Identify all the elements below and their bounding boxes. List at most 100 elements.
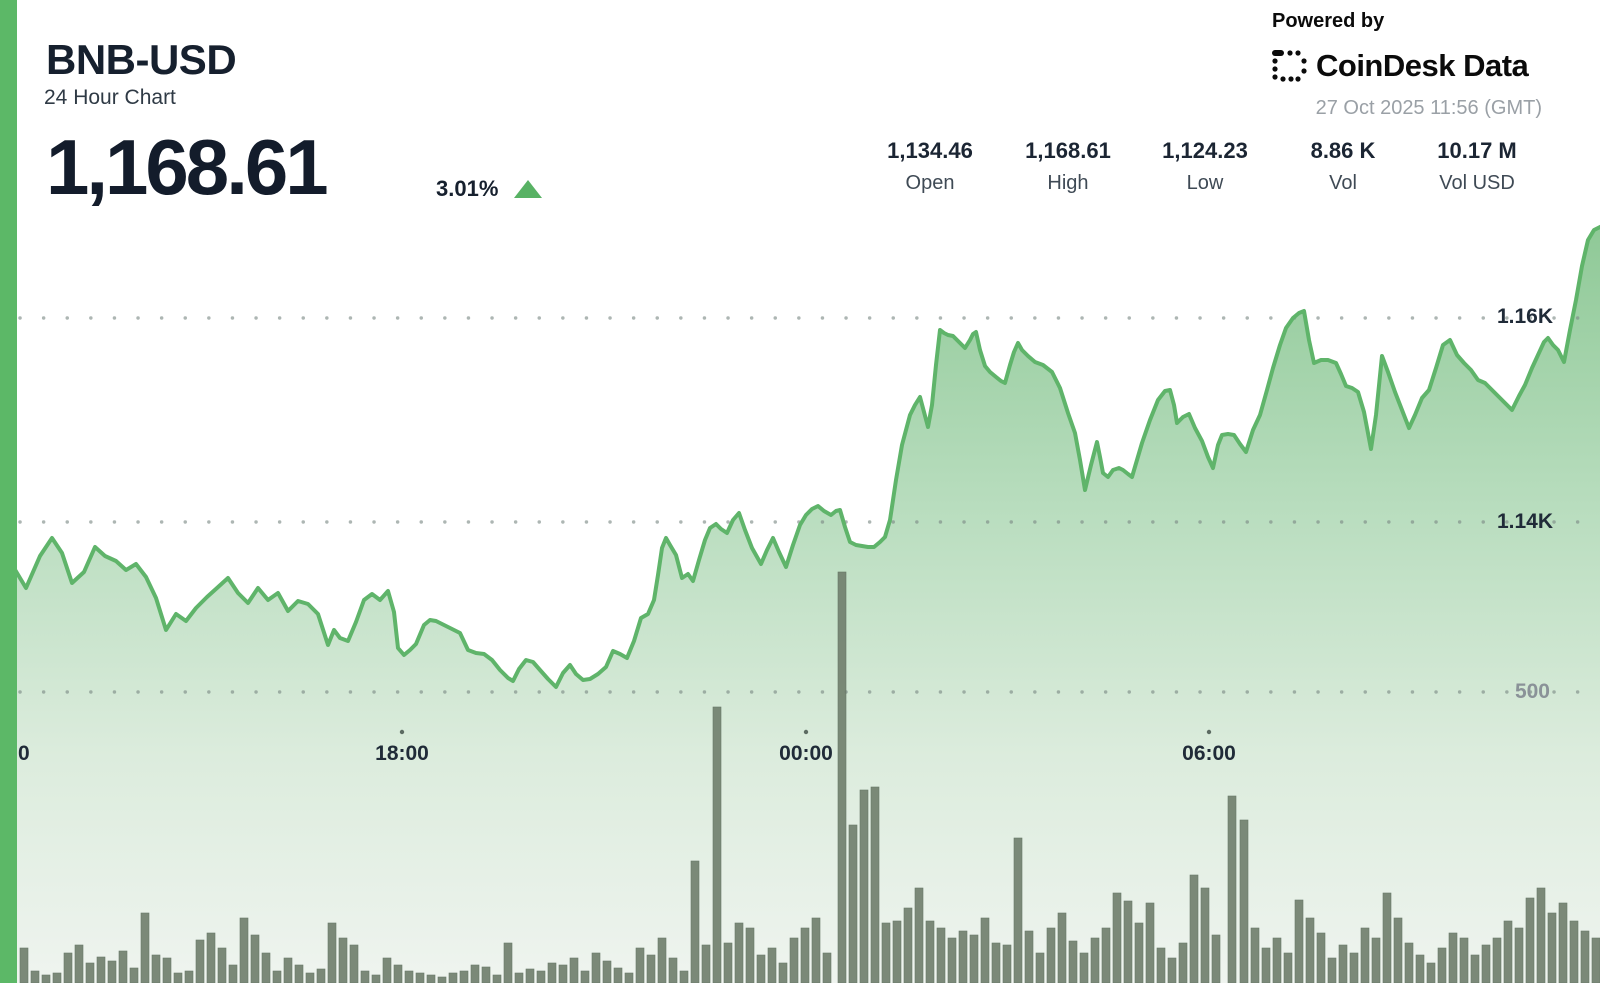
volume-bar: [52, 972, 62, 983]
x-axis-label-0600: 06:00: [1182, 742, 1236, 765]
y-axis-label-1160: 1.16K: [1496, 305, 1553, 328]
volume-bar: [129, 967, 139, 983]
volume-bar: [1112, 892, 1122, 983]
volume-bar: [1415, 954, 1425, 983]
volume-bar: [151, 954, 161, 983]
brand-row: CoinDesk Data: [1270, 47, 1556, 85]
volume-bar: [1360, 927, 1370, 983]
x-axis-label-1800: 18:00: [375, 742, 429, 765]
stat-low: 1,124.23 Low: [1105, 138, 1305, 195]
coindesk-logo-icon: [1272, 50, 1307, 82]
volume-bar: [811, 917, 821, 983]
volume-bar: [1437, 947, 1447, 983]
volume-bar: [96, 956, 106, 983]
volume-bar: [1035, 952, 1045, 983]
volume-bar: [437, 976, 447, 983]
volume-bar: [580, 970, 590, 983]
volume-bar: [250, 934, 260, 983]
volume-bar: [30, 970, 40, 983]
volume-bar: [1057, 912, 1067, 983]
volume-bar: [778, 962, 788, 983]
volume-bar: [602, 960, 612, 983]
volume-bar: [925, 920, 935, 983]
volume-bar: [404, 970, 414, 983]
volume-bar: [217, 947, 227, 983]
volume-bar: [118, 950, 128, 983]
volume-bar: [591, 952, 601, 983]
volume-bar: [162, 957, 172, 983]
branding-block: Powered by CoinDesk Data 27 Oct 2025 11:…: [1256, 10, 1556, 120]
stat-volume-usd: 10.17 M Vol USD: [1377, 138, 1577, 195]
volume-bar: [734, 922, 744, 983]
volume-bar: [327, 922, 337, 983]
volume-bar: [1547, 912, 1557, 983]
volume-bar: [789, 937, 799, 983]
volume-bar: [1591, 937, 1600, 983]
volume-bar: [914, 887, 924, 983]
volume-bar: [624, 972, 634, 983]
x-axis-label-clipped: 0: [18, 742, 30, 765]
volume-bar: [261, 952, 271, 983]
volume-bar: [1189, 874, 1199, 983]
volume-bar: [668, 957, 678, 983]
volume-bar: [1079, 952, 1089, 983]
volume-bar: [613, 967, 623, 983]
brand-name: CoinDesk Data: [1316, 48, 1529, 83]
volume-bar: [756, 954, 766, 983]
volume-bar: [1134, 922, 1144, 983]
volume-bar: [525, 968, 535, 983]
volume-bar: [1382, 892, 1392, 983]
volume-bar: [892, 920, 902, 983]
price-area-fill: [0, 227, 1600, 983]
volume-bar: [85, 962, 95, 983]
volume-bar: [371, 974, 381, 983]
volume-bar: [173, 972, 183, 983]
volume-bar: [1536, 887, 1546, 983]
stat-volume-label: Vol: [1329, 172, 1357, 194]
stat-open-label: Open: [905, 172, 955, 194]
volume-bar: [837, 571, 847, 983]
volume-bar: [393, 964, 403, 983]
volume-bar: [1101, 927, 1111, 983]
volume-bar: [701, 944, 711, 983]
volume-bar: [1294, 899, 1304, 983]
stat-high-label: High: [1047, 172, 1089, 194]
volume-bar: [881, 922, 891, 983]
chart-timestamp: 27 Oct 2025 11:56 (GMT): [1315, 97, 1542, 119]
stat-volume: 8.86 K Vol: [1243, 138, 1443, 195]
volume-bar: [1024, 930, 1034, 983]
x-axis-tick-dot: [803, 729, 809, 735]
volume-bar: [470, 964, 480, 983]
y-axis-label-1140: 1.14K: [1496, 510, 1553, 533]
volume-bar: [547, 962, 557, 983]
chart-subtitle: 24 Hour Chart: [44, 86, 176, 109]
volume-bar: [1145, 902, 1155, 983]
volume-bar: [745, 927, 755, 983]
volume-bar: [19, 947, 29, 983]
volume-bar: [74, 944, 84, 983]
volume-bar: [1338, 944, 1348, 983]
volume-axis-label-500: 500: [1514, 680, 1550, 703]
volume-bar: [382, 957, 392, 983]
volume-bar: [936, 927, 946, 983]
volume-bar: [1503, 920, 1513, 983]
volume-bar: [1426, 962, 1436, 983]
volume-bar: [1178, 942, 1188, 983]
instrument-symbol: BNB-USD: [46, 36, 237, 83]
volume-bar: [1090, 937, 1100, 983]
volume-bars: [19, 571, 1600, 983]
volume-bar: [800, 927, 810, 983]
volume-bar: [822, 952, 832, 983]
volume-bar: [969, 934, 979, 983]
volume-bar: [679, 970, 689, 983]
stat-open-value: 1,134.46: [887, 138, 973, 163]
volume-bar: [415, 972, 425, 983]
volume-bar: [1305, 917, 1315, 983]
volume-bar: [316, 968, 326, 983]
volume-bar: [1525, 897, 1535, 983]
accent-strip: [0, 0, 17, 983]
volume-bar: [492, 974, 502, 983]
volume-bar: [536, 970, 546, 983]
